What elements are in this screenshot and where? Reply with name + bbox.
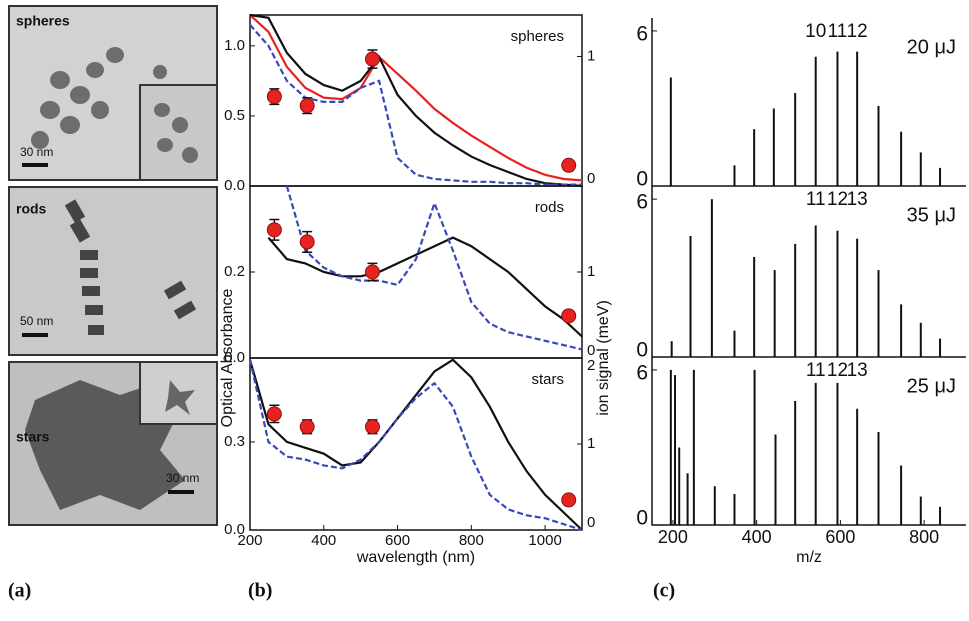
peak-label: 10 bbox=[805, 21, 826, 42]
series-line bbox=[249, 14, 583, 182]
tem-images: spheres 30 nm rods 50 nm stars 30 nm bbox=[8, 5, 218, 526]
y2-tick-label: 0 bbox=[587, 514, 595, 531]
y2-tick-label: 0 bbox=[587, 170, 595, 187]
x-tick-label: 600 bbox=[825, 527, 855, 547]
data-point bbox=[364, 419, 380, 435]
series-line bbox=[267, 236, 583, 338]
y-tick-label: 0.3 bbox=[224, 433, 245, 450]
x-tick-label: 400 bbox=[311, 532, 336, 549]
peak-label: 13 bbox=[847, 360, 868, 381]
y2-tick-label: 1 bbox=[587, 263, 595, 280]
y-axis-label: Optical Absorbance bbox=[219, 289, 236, 428]
plot-frame bbox=[249, 185, 583, 359]
scale-bar bbox=[168, 490, 194, 494]
y-tick-label: 0 bbox=[636, 339, 648, 362]
y-tick-label: 0.0 bbox=[224, 349, 245, 366]
data-point bbox=[364, 264, 380, 280]
data-point bbox=[561, 308, 577, 324]
image-label: rods bbox=[16, 201, 47, 217]
image-frame bbox=[8, 186, 218, 356]
chart-label: 20 μJ bbox=[907, 36, 956, 58]
y2-tick-label: 1 bbox=[587, 435, 595, 452]
y2-tick-label: 0 bbox=[587, 342, 595, 359]
chart-label: stars bbox=[531, 371, 564, 388]
x-tick-label: 600 bbox=[385, 532, 410, 549]
particles bbox=[31, 47, 198, 163]
y-tick-label: 0 bbox=[636, 507, 648, 530]
panel-label: (c) bbox=[653, 580, 675, 602]
particle bbox=[165, 380, 195, 415]
x-tick-label: 200 bbox=[658, 527, 688, 547]
peak-label: 12 bbox=[847, 21, 868, 42]
scale-label: 30 nm bbox=[20, 145, 53, 159]
series-line bbox=[248, 358, 583, 531]
chart-label: spheres bbox=[511, 28, 564, 45]
scale-bar bbox=[22, 163, 48, 167]
y2-tick-label: 1 bbox=[587, 47, 595, 64]
y-tick-label: 0 bbox=[636, 168, 648, 191]
image-label: stars bbox=[16, 429, 50, 445]
y-tick-label: 0.2 bbox=[224, 263, 245, 280]
data-point bbox=[299, 98, 315, 114]
scale-label: 30 nm bbox=[166, 471, 199, 485]
x-axis-label: m/z bbox=[796, 549, 822, 566]
scale-bar bbox=[22, 333, 48, 337]
panel-label: (a) bbox=[8, 580, 31, 602]
x-tick-label: 200 bbox=[237, 532, 262, 549]
data-point bbox=[561, 157, 577, 173]
y-tick-label: 1.0 bbox=[224, 37, 245, 54]
x-tick-label: 800 bbox=[459, 532, 484, 549]
data-point bbox=[266, 222, 282, 238]
x-axis-label: wavelength (nm) bbox=[356, 549, 475, 566]
y2-tick-label: 2 bbox=[587, 357, 595, 374]
scale-label: 50 nm bbox=[20, 314, 53, 328]
y-tick-label: 0.5 bbox=[224, 107, 245, 124]
x-tick-label: 1000 bbox=[528, 532, 561, 549]
series-line bbox=[249, 13, 583, 188]
series-line bbox=[248, 359, 583, 532]
chart-label: rods bbox=[535, 199, 564, 216]
y-tick-label: 6 bbox=[636, 22, 648, 45]
peak-label: 12 bbox=[827, 189, 848, 210]
data-point bbox=[266, 406, 282, 422]
x-tick-label: 400 bbox=[742, 527, 772, 547]
chart-label: 25 μJ bbox=[907, 375, 956, 397]
data-point bbox=[299, 234, 315, 250]
image-label: spheres bbox=[16, 13, 70, 29]
peak-label: 11 bbox=[806, 360, 826, 381]
data-point bbox=[561, 492, 577, 508]
y-tick-label: 6 bbox=[636, 361, 648, 384]
y-tick-label: 0.0 bbox=[224, 521, 245, 538]
peak-label: 11 bbox=[828, 21, 848, 42]
data-point bbox=[266, 89, 282, 105]
peak-label: 11 bbox=[806, 189, 826, 210]
peak-label: 13 bbox=[847, 189, 868, 210]
x-tick-label: 800 bbox=[909, 527, 939, 547]
y-tick-label: 6 bbox=[636, 191, 648, 214]
y-tick-label: 0.0 bbox=[224, 177, 245, 194]
particles bbox=[64, 199, 197, 335]
data-point bbox=[364, 51, 380, 67]
data-point bbox=[299, 419, 315, 435]
peak-label: 12 bbox=[827, 360, 848, 381]
chart-label: 35 μJ bbox=[907, 204, 956, 226]
panel-label: (b) bbox=[248, 580, 272, 602]
y2-axis-label: ion signal (meV) bbox=[595, 300, 612, 416]
